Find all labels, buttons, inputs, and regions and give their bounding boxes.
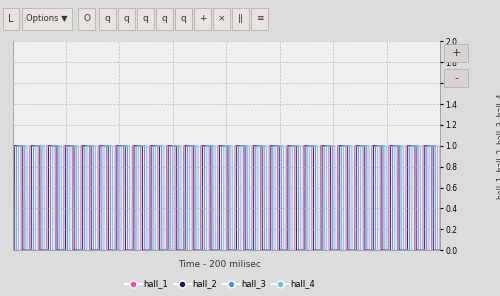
FancyBboxPatch shape [99,8,116,30]
Text: O: O [83,15,90,23]
FancyBboxPatch shape [444,44,468,62]
Text: Time - 200 milisec: Time - 200 milisec [178,260,262,269]
Text: q: q [180,15,186,23]
FancyBboxPatch shape [194,8,211,30]
Legend: hall_1, hall_2, hall_3, hall_4: hall_1, hall_2, hall_3, hall_4 [122,276,318,292]
Text: Options ▼: Options ▼ [26,15,68,23]
Text: +: + [452,48,460,58]
FancyBboxPatch shape [3,8,19,30]
Text: -: - [454,73,458,83]
Text: q: q [104,15,110,23]
Y-axis label: hall_1, hall_2, hall_3, hall_4: hall_1, hall_2, hall_3, hall_4 [496,93,500,199]
Text: q: q [162,15,168,23]
FancyBboxPatch shape [78,8,95,30]
Text: q: q [124,15,130,23]
FancyBboxPatch shape [232,8,249,30]
FancyBboxPatch shape [118,8,135,30]
FancyBboxPatch shape [251,8,268,30]
Text: ×: × [218,15,225,23]
FancyBboxPatch shape [444,69,468,87]
FancyBboxPatch shape [156,8,173,30]
Text: q: q [142,15,148,23]
FancyBboxPatch shape [22,8,72,30]
Text: L: L [8,14,14,24]
Text: ||: || [238,15,244,23]
FancyBboxPatch shape [175,8,192,30]
Text: ≡: ≡ [256,15,263,23]
Text: +: + [199,15,206,23]
FancyBboxPatch shape [137,8,154,30]
FancyBboxPatch shape [213,8,230,30]
